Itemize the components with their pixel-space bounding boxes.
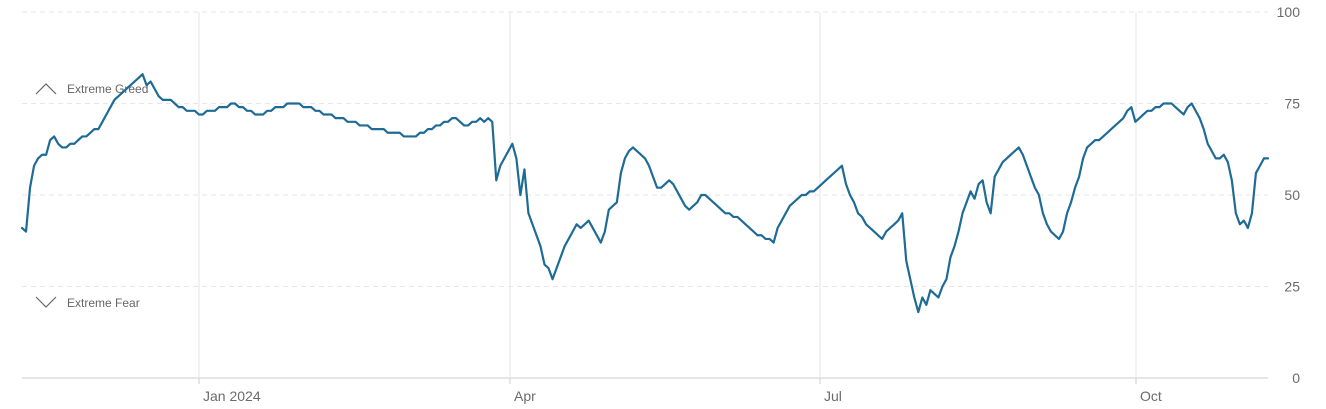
y-tick-label: 75 (1284, 96, 1300, 112)
chevron-down-icon (35, 296, 57, 308)
y-tick-label: 0 (1292, 370, 1300, 386)
y-tick-label: 25 (1284, 279, 1300, 295)
chevron-up-icon (35, 83, 57, 95)
y-tick-label: 50 (1284, 187, 1300, 203)
x-tick-label: Oct (1140, 388, 1162, 404)
y-tick-label: 100 (1277, 4, 1301, 20)
x-tick-label: Apr (514, 388, 536, 404)
axes: 0 25 50 75 100 Jan 2024 Apr Jul Oct (198, 4, 1301, 404)
extreme-fear-label: Extreme Fear (67, 296, 140, 310)
extreme-greed-label: Extreme Greed (67, 82, 148, 96)
x-tick-label: Jan 2024 (203, 388, 261, 404)
series-line (20, 73, 1270, 314)
x-tick-label: Jul (824, 388, 842, 404)
grid-layer (22, 11, 1268, 379)
band-labels: Extreme Greed Extreme Fear (35, 82, 148, 310)
